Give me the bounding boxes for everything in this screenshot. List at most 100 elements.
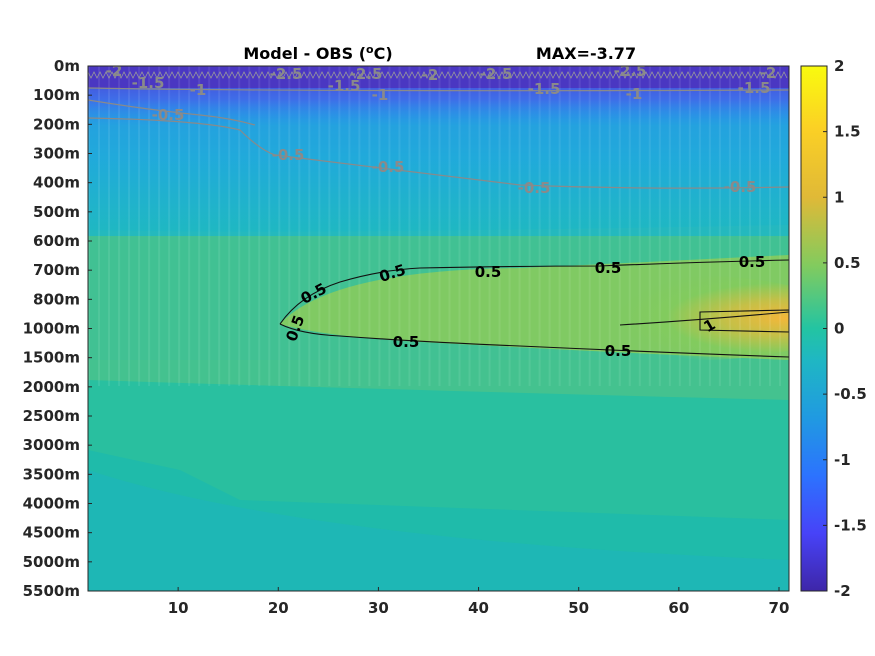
texture-stripe xyxy=(448,66,451,386)
texture-stripe xyxy=(238,66,241,386)
contour-label-0.5-d: 0.5 xyxy=(595,259,622,277)
texture-stripe xyxy=(648,66,651,386)
contour-label-neg1.5-a: -1.5 xyxy=(132,74,165,92)
texture-stripe xyxy=(688,66,691,386)
texture-stripe xyxy=(618,66,621,386)
texture-stripe xyxy=(378,66,381,386)
texture-stripe xyxy=(408,66,411,386)
contour-label-0.5-f: 0.5 xyxy=(393,333,420,351)
texture-stripe xyxy=(228,66,231,386)
texture-stripe xyxy=(708,66,711,386)
chart-title: Model - OBS (oC) xyxy=(243,43,392,63)
x-tick-label: 50 xyxy=(568,599,589,617)
contour-label-0.5-g: 0.5 xyxy=(605,342,632,360)
colorbar-tick-label: -0.5 xyxy=(834,385,867,403)
texture-stripe xyxy=(698,66,701,386)
x-axis: 10 20 30 40 50 60 70 xyxy=(168,587,790,617)
contour-label-neg1.5-c: -1.5 xyxy=(528,80,561,98)
texture-stripe xyxy=(198,66,201,386)
contour-minus-0.5 xyxy=(88,117,789,189)
texture-stripe xyxy=(318,66,321,386)
texture-stripe xyxy=(498,66,501,386)
surface-zigzag xyxy=(88,71,788,79)
texture-stripe xyxy=(348,66,351,386)
texture-stripe xyxy=(438,66,441,386)
field-texture xyxy=(88,66,781,386)
y-tick-label: 4000m xyxy=(23,495,80,513)
colorbar-tick-label: -1.5 xyxy=(834,516,867,534)
texture-stripe xyxy=(328,66,331,386)
texture-stripe xyxy=(158,66,161,386)
chart-max-label: MAX=-3.77 xyxy=(536,44,636,63)
y-tick-label: 1000m xyxy=(23,320,80,338)
texture-stripe xyxy=(398,66,401,386)
y-tick-label: 200m xyxy=(33,115,80,133)
texture-stripe xyxy=(108,66,111,386)
contour-label-neg0.5-e: -0.5 xyxy=(724,178,757,196)
texture-stripe xyxy=(138,66,141,386)
texture-stripe xyxy=(578,66,581,386)
field-deep-greenish-band xyxy=(88,360,789,520)
texture-stripe xyxy=(468,66,471,386)
texture-stripe xyxy=(758,66,761,386)
texture-stripe xyxy=(478,66,481,386)
texture-stripe xyxy=(668,66,671,386)
texture-stripe xyxy=(738,66,741,386)
texture-stripe xyxy=(418,66,421,386)
contour-label-neg2-a: -2 xyxy=(106,62,123,80)
texture-stripe xyxy=(638,66,641,386)
contour-label-neg2.5-d: -2.5 xyxy=(614,62,647,80)
y-tick-label: 300m xyxy=(33,145,80,163)
texture-stripe xyxy=(538,66,541,386)
x-tick-label: 70 xyxy=(769,599,790,617)
field-deep-bluish-lens xyxy=(88,470,789,591)
texture-stripe xyxy=(678,66,681,386)
y-axis: 0m 100m 200m 300m 400m 500m 600m 700m 800m 1000m 1… xyxy=(23,57,92,600)
contour-label-neg1-b: -1 xyxy=(372,86,389,104)
contour-label-neg0.5-b: -0.5 xyxy=(272,146,305,164)
texture-stripe xyxy=(338,66,341,386)
texture-stripe xyxy=(508,66,511,386)
y-tick-label: 100m xyxy=(33,86,80,104)
contour-label-neg1-a: -1 xyxy=(190,81,207,99)
y-tick-label: 5500m xyxy=(23,582,80,600)
contour-label-neg1-c: -1 xyxy=(626,85,643,103)
texture-stripe xyxy=(598,66,601,386)
contour-minus-1.5 xyxy=(88,87,789,92)
plot-area: -2 -2.5 -2.5 -2.5 -2.5 -2 -2 -1.5 -1.5 -… xyxy=(88,62,789,591)
contour-1-loop xyxy=(699,309,789,333)
texture-stripe xyxy=(568,66,571,386)
colorbar: 2 1.5 1 0.5 0 -0.5 -1 -1.5 -2 xyxy=(800,57,867,600)
texture-stripe xyxy=(548,66,551,386)
texture-stripe xyxy=(178,66,181,386)
texture-stripe xyxy=(268,66,271,386)
colorbar-tick-label: 1 xyxy=(834,188,844,206)
texture-stripe xyxy=(278,66,281,386)
colorbar-tick-label: 2 xyxy=(834,57,844,75)
texture-stripe xyxy=(98,66,101,386)
texture-stripe xyxy=(118,66,121,386)
texture-stripe xyxy=(748,66,751,386)
texture-stripe xyxy=(148,66,151,386)
y-tick-label: 500m xyxy=(33,203,80,221)
texture-stripe xyxy=(288,66,291,386)
texture-stripe xyxy=(728,66,731,386)
gray-contours xyxy=(88,87,789,189)
colorbar-tick-label: -1 xyxy=(834,451,851,469)
texture-stripe xyxy=(518,66,521,386)
texture-stripe xyxy=(88,66,90,386)
contour-minus-1 xyxy=(88,99,256,126)
x-tick-label: 40 xyxy=(468,599,489,617)
texture-stripe xyxy=(458,66,461,386)
y-tick-label: 3500m xyxy=(23,465,80,483)
texture-stripe xyxy=(718,66,721,386)
texture-stripe xyxy=(298,66,301,386)
texture-stripe xyxy=(658,66,661,386)
contour-label-0.5-c: 0.5 xyxy=(475,263,502,281)
contour-label-neg1.5-d: -1.5 xyxy=(738,79,771,97)
contour-label-neg0.5-a: -0.5 xyxy=(152,106,185,124)
contour-label-neg1.5-b: -1.5 xyxy=(328,77,361,95)
y-tick-label: 800m xyxy=(33,290,80,308)
colorbar-tick-label: 0 xyxy=(834,320,844,338)
